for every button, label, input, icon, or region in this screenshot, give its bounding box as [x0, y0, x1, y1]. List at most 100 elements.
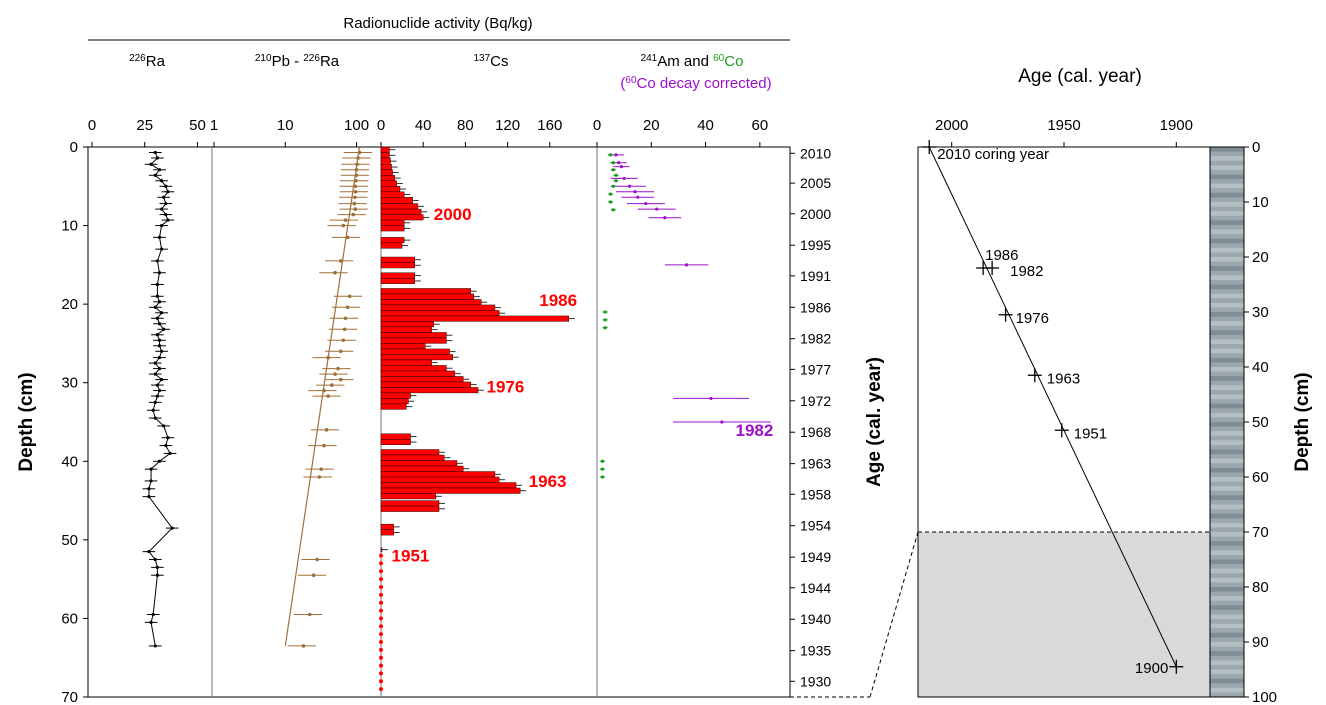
age-model-y-tick-label: 50 [1252, 414, 1269, 431]
pb-point [317, 475, 322, 479]
am-point [614, 153, 618, 157]
cs-axis-tick-label: 80 [457, 117, 474, 134]
pb-point [336, 366, 340, 371]
core-layer [1210, 165, 1244, 170]
am-subtitle-super: 60 [625, 75, 637, 86]
age-model-x-tick-label: 2000 [935, 117, 968, 134]
cs-bar [380, 465, 464, 472]
age-tick-label: 1940 [800, 611, 831, 627]
pb-point [338, 377, 343, 382]
cs-bar [380, 272, 415, 279]
core-layer [1210, 596, 1244, 601]
core-layer [1210, 293, 1244, 299]
core-layer [1210, 458, 1244, 464]
am-subtitle-main: Co decay corrected) [637, 75, 772, 92]
cs-zero-point [379, 624, 383, 629]
cs-bar [380, 337, 447, 344]
cs-zero-point [379, 663, 383, 668]
core-layer [1210, 486, 1244, 491]
co-point [608, 200, 613, 204]
co-point [600, 467, 605, 471]
core-layer [1210, 357, 1244, 363]
co-point [608, 192, 613, 196]
age-model-shade [918, 532, 1210, 697]
core-layer [1210, 623, 1244, 629]
core-layer [1210, 687, 1244, 693]
cs-bar [380, 348, 450, 355]
pb-point [347, 294, 352, 299]
age-tick-label: 2010 [800, 145, 831, 161]
cs-bar [380, 164, 392, 170]
core-layer [1210, 220, 1244, 225]
cs-bar [380, 293, 475, 300]
age-model-y-tick-label: 30 [1252, 304, 1269, 321]
cs-zero-point [379, 616, 383, 621]
age-model-label: 2010 coring year [937, 146, 1049, 163]
cs-bar [380, 354, 453, 361]
cs-title-main: Cs [490, 53, 508, 70]
cs-bar [380, 214, 424, 221]
pb-point [351, 212, 356, 217]
cs-bar [380, 169, 393, 176]
depth-tick-label: 40 [61, 453, 78, 470]
age-model-label: 1982 [1010, 263, 1043, 280]
co-point [611, 168, 615, 172]
am-axis-tick-label: 0 [593, 117, 601, 134]
cs-zero-point [379, 679, 383, 684]
cs-zero-point [379, 608, 383, 613]
pb-axis-tick-label: 10 [277, 117, 294, 134]
cs-bar [380, 157, 391, 165]
am-title-super-b: 60 [713, 53, 725, 64]
cs-zero-point [379, 687, 383, 692]
core-layer [1210, 632, 1244, 638]
pb-point [353, 207, 358, 211]
cs-bar [380, 175, 395, 181]
cs-bar [380, 365, 447, 372]
cs-bar [380, 326, 432, 333]
pb-point [341, 338, 346, 343]
core-layer [1210, 412, 1244, 418]
pb-point [341, 223, 346, 228]
am-point [720, 420, 724, 424]
cs-zero-point [379, 671, 383, 676]
cs-bar [380, 208, 422, 215]
core-layer [1210, 440, 1244, 445]
top-title: Radionuclide activity (Bq/kg) [343, 15, 532, 32]
am-point [684, 263, 689, 267]
cs-axis-tick-label: 160 [537, 117, 562, 134]
pb-point [333, 372, 337, 376]
age-tick-label: 1963 [800, 456, 831, 472]
core-layer [1210, 605, 1244, 610]
age-tick-label: 1949 [800, 549, 831, 565]
pb-point [353, 189, 358, 194]
ra-line [148, 152, 173, 647]
cs-axis-tick-label: 40 [415, 117, 432, 134]
cs-bar [380, 299, 482, 306]
pb-point [330, 383, 334, 387]
cs-bar [380, 225, 405, 232]
cs-bar [380, 186, 401, 192]
cs-bar [380, 146, 390, 153]
cs-bar [380, 439, 411, 445]
am-point [622, 176, 626, 181]
am-title-main-b: Co [724, 53, 743, 70]
core-layer [1210, 669, 1244, 675]
cs-bar [380, 315, 569, 322]
pb-title-main-a: Pb - [272, 53, 304, 70]
cs-zero-point [379, 632, 383, 637]
age-model-y-tick-label: 40 [1252, 359, 1269, 376]
core-layer [1210, 183, 1244, 189]
am-title-main-a: Am and [657, 53, 713, 70]
core-layer [1210, 275, 1244, 280]
age-model-y-tick-label: 70 [1252, 524, 1269, 541]
cs-bar [380, 262, 415, 269]
ra-title: 226Ra [129, 53, 166, 70]
am-point [655, 207, 659, 211]
cs-bar [380, 376, 464, 383]
am-subtitle-open: ( [620, 75, 625, 92]
age-tick-label: 1986 [800, 299, 831, 315]
co-point [611, 208, 615, 212]
core-layer [1210, 302, 1244, 308]
